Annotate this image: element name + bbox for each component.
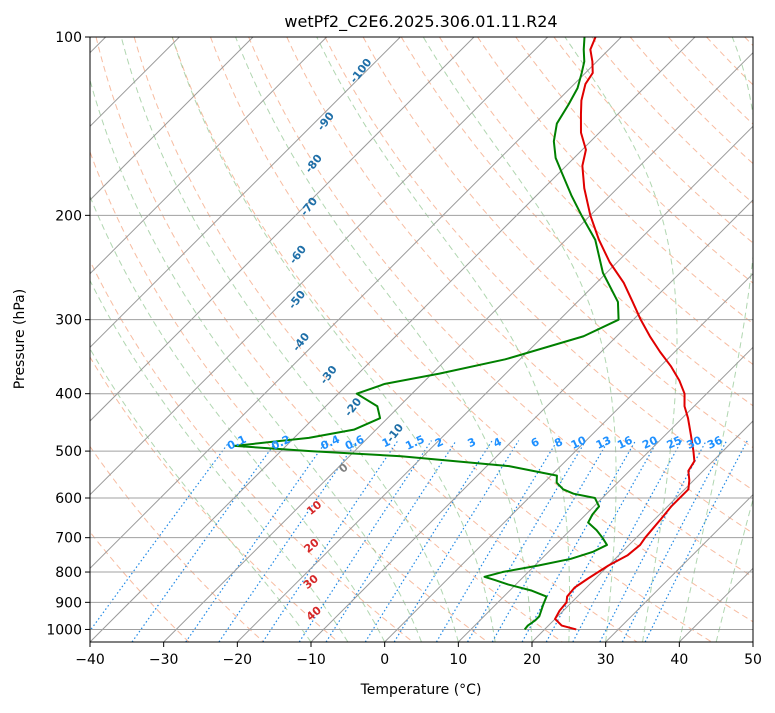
x-tick-label: 10	[449, 652, 467, 668]
y-tick-label: 500	[55, 444, 82, 460]
y-tick-label: 600	[55, 491, 82, 507]
x-tick-label: 0	[380, 652, 389, 668]
y-tick-label: 100	[55, 30, 82, 46]
y-tick-label: 400	[55, 387, 82, 403]
y-tick-label: 200	[55, 208, 82, 224]
y-tick-label: 800	[55, 565, 82, 581]
y-tick-label: 700	[55, 531, 82, 547]
x-axis-label: Temperature (°C)	[360, 682, 482, 698]
x-tick-label: −10	[296, 652, 326, 668]
x-tick-label: −30	[149, 652, 179, 668]
x-tick-label: 40	[670, 652, 688, 668]
x-tick-label: 30	[597, 652, 615, 668]
x-tick-label: −40	[75, 652, 105, 668]
y-axis-label: Pressure (hPa)	[12, 289, 28, 389]
y-tick-label: 900	[55, 595, 82, 611]
x-tick-label: 50	[744, 652, 762, 668]
chart-title: wetPf2_C2E6.2025.306.01.11.R24	[284, 12, 557, 32]
x-tick-label: 20	[523, 652, 541, 668]
y-tick-label: 1000	[46, 622, 82, 638]
x-tick-label: −20	[223, 652, 253, 668]
y-tick-label: 300	[55, 313, 82, 329]
